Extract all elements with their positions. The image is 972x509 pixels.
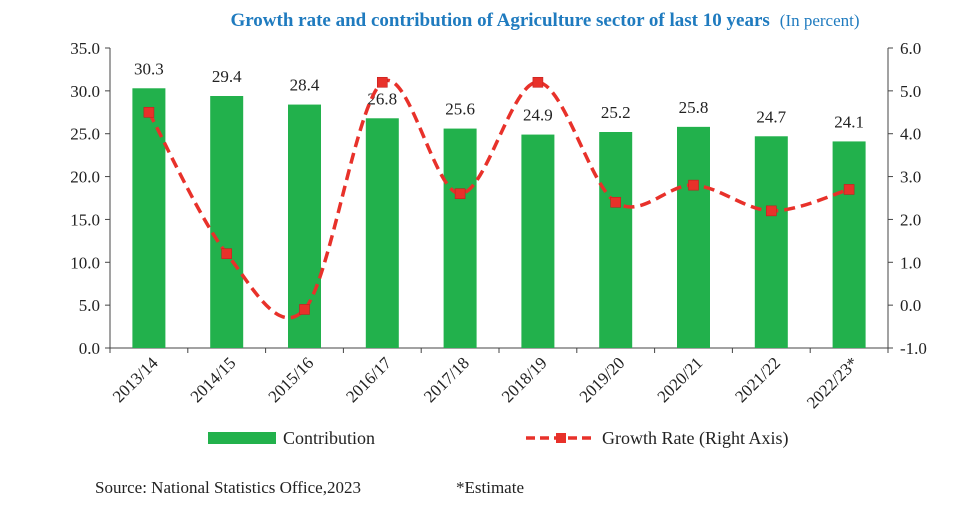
x-tick-labels: 2013/14 2014/15 2015/16 2016/17 2017/18 2018/… bbox=[109, 353, 862, 412]
data-label: 28.4 bbox=[290, 76, 320, 95]
legend-label-growth: Growth Rate (Right Axis) bbox=[602, 428, 789, 449]
data-label: 25.6 bbox=[445, 100, 475, 119]
growth-marker bbox=[532, 76, 544, 88]
y-right-tick-label: 0.0 bbox=[900, 296, 921, 315]
x-tick-label: 2022/23* bbox=[803, 353, 862, 412]
bar bbox=[132, 88, 166, 349]
y-left-tick-label: 20.0 bbox=[70, 168, 100, 187]
x-tick-label: 2017/18 bbox=[420, 353, 473, 406]
growth-marker bbox=[765, 205, 777, 217]
chart-subtitle: (In percent) bbox=[780, 11, 860, 30]
y-left-tick-label: 35.0 bbox=[70, 39, 100, 58]
data-label: 24.1 bbox=[834, 112, 864, 131]
data-label: 24.7 bbox=[756, 107, 786, 126]
growth-marker bbox=[454, 188, 466, 200]
growth-marker bbox=[143, 106, 155, 118]
bar bbox=[677, 126, 710, 348]
x-tick-label: 2014/15 bbox=[187, 353, 240, 406]
x-tick-label: 2020/21 bbox=[653, 353, 706, 406]
x-tick-label: 2019/20 bbox=[576, 353, 629, 406]
growth-marker bbox=[299, 304, 310, 315]
y-left-tick-label: 0.0 bbox=[79, 339, 100, 358]
growth-line bbox=[143, 76, 855, 320]
x-tick-label: 2018/19 bbox=[498, 353, 551, 406]
bar bbox=[832, 141, 866, 348]
y-left-tick-label: 30.0 bbox=[70, 82, 100, 101]
y-right-tick-label: 6.0 bbox=[900, 39, 921, 58]
x-tick-label: 2021/22 bbox=[731, 353, 784, 406]
bar bbox=[754, 136, 788, 348]
growth-marker bbox=[221, 248, 232, 260]
y-right-tick-label: 2.0 bbox=[900, 210, 921, 229]
data-labels: 30.3 29.4 28.426.825.6 24.9 25.2 25.8 24.7 24.1 bbox=[134, 59, 864, 131]
legend-label-contribution: Contribution bbox=[283, 428, 375, 448]
legend: Contribution Growth Rate (Right Axis) bbox=[208, 428, 789, 449]
bar bbox=[443, 128, 477, 348]
growth-marker bbox=[376, 76, 388, 88]
estimate-note: *Estimate bbox=[456, 478, 524, 497]
growth-marker bbox=[688, 179, 699, 191]
chart-title-group: Growth rate and contribution of Agricult… bbox=[230, 10, 859, 31]
y-right-tick-label: 4.0 bbox=[900, 125, 921, 144]
y-right-tick-label: -1.0 bbox=[900, 339, 927, 358]
y-left-tick-label: 10.0 bbox=[70, 253, 100, 272]
data-label: 25.2 bbox=[601, 103, 631, 122]
bars bbox=[132, 88, 866, 349]
growth-marker bbox=[610, 196, 622, 208]
bar bbox=[521, 134, 555, 348]
x-tick-label: 2015/16 bbox=[264, 353, 317, 406]
data-label: 29.4 bbox=[212, 67, 242, 86]
source-note: Source: National Statistics Office,2023 bbox=[95, 478, 361, 497]
y-left-tick-label: 25.0 bbox=[70, 125, 100, 144]
legend-swatch-growth-marker bbox=[556, 433, 566, 443]
data-label: 30.3 bbox=[134, 59, 164, 78]
x-tick-label: 2013/14 bbox=[109, 353, 162, 406]
bar bbox=[210, 96, 244, 348]
data-label: 25.8 bbox=[679, 98, 709, 117]
y-left-tick-label: 15.0 bbox=[70, 210, 100, 229]
growth-marker bbox=[843, 184, 855, 195]
legend-swatch-contribution bbox=[208, 432, 276, 444]
bar bbox=[365, 118, 399, 349]
chart-title: Growth rate and contribution of Agricult… bbox=[230, 10, 769, 31]
y-right-tick-label: 1.0 bbox=[900, 253, 921, 272]
growth-line-path bbox=[147, 78, 850, 320]
y-right-tick-label: 5.0 bbox=[900, 82, 921, 101]
bar bbox=[599, 132, 633, 348]
data-label: 24.9 bbox=[523, 106, 553, 125]
x-tick-label: 2016/17 bbox=[342, 353, 395, 406]
y-right-tick-label: 3.0 bbox=[900, 168, 921, 187]
chart-canvas: Growth rate and contribution of Agricult… bbox=[70, 10, 927, 449]
axes: 0.0 5.0 10.0 15.0 20.0 25.0 30.0 35.0 -1.0 0.0 1.0… bbox=[70, 39, 927, 358]
y-left-tick-label: 5.0 bbox=[79, 296, 100, 315]
